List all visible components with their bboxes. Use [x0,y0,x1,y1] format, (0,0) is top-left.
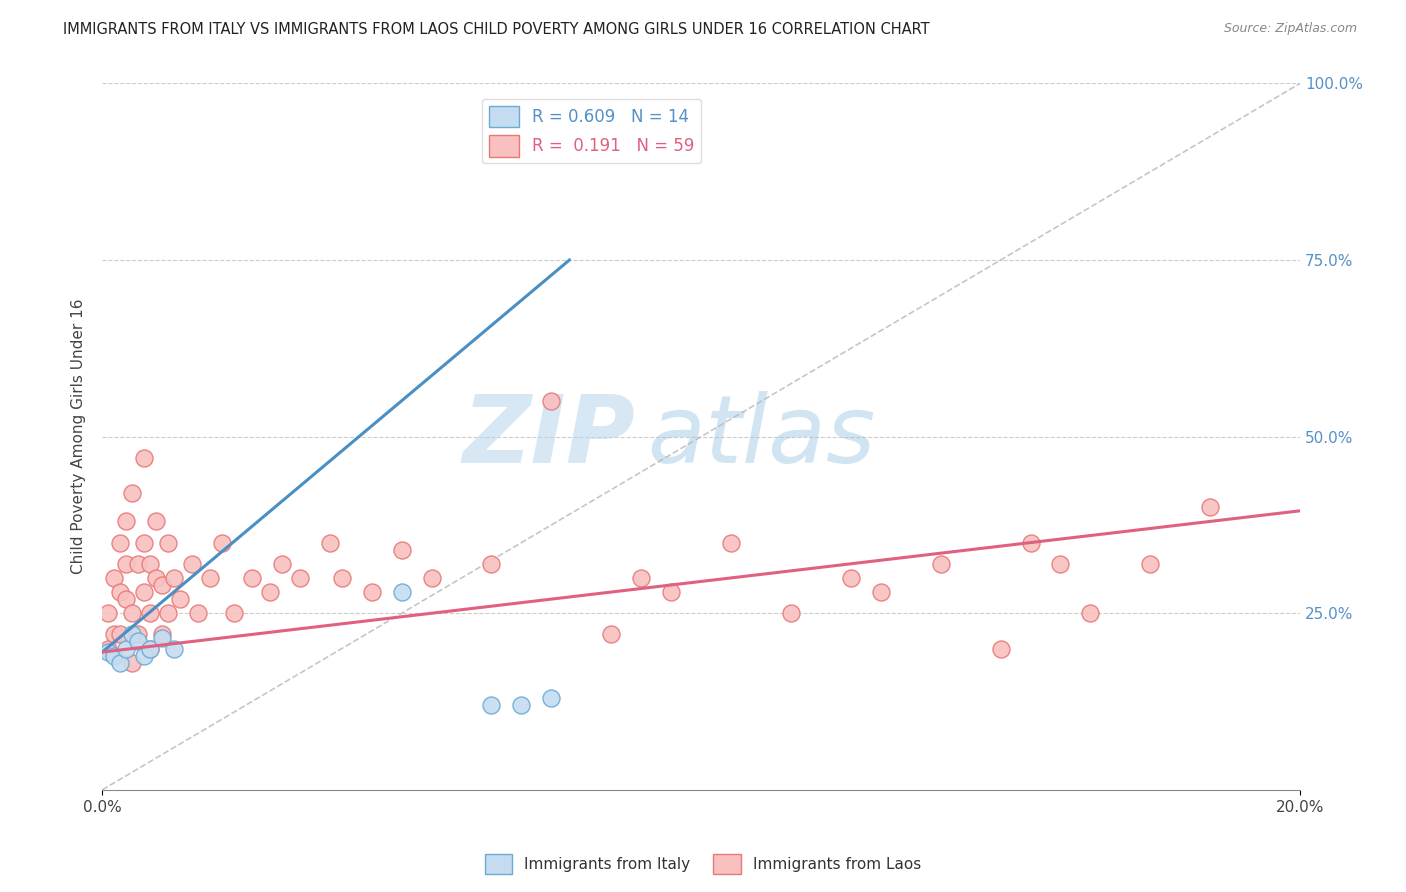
Point [121,627,143,641]
Point [145,515,167,529]
Point [600,627,623,641]
Point [869,585,891,599]
Point [240,571,263,585]
Point [1199,500,1222,515]
Point [108,535,131,549]
Point [108,656,131,670]
Point [391,585,413,599]
Point [121,606,143,620]
Point [198,571,221,585]
Point [510,698,533,712]
Point [108,585,131,599]
Point [163,641,186,656]
Point [134,535,156,549]
Point [222,606,245,620]
Point [481,557,503,571]
Point [97,606,120,620]
Point [169,592,191,607]
Text: IMMIGRANTS FROM ITALY VS IMMIGRANTS FROM LAOS CHILD POVERTY AMONG GIRLS UNDER 16: IMMIGRANTS FROM ITALY VS IMMIGRANTS FROM… [63,22,929,37]
Point [139,641,162,656]
Legend: Immigrants from Italy, Immigrants from Laos: Immigrants from Italy, Immigrants from L… [478,848,928,880]
Point [134,450,156,465]
Point [115,557,138,571]
Y-axis label: Child Poverty Among Girls Under 16: Child Poverty Among Girls Under 16 [72,299,86,574]
Point [1080,606,1102,620]
Legend: R = 0.609   N = 14, R =  0.191   N = 59: R = 0.609 N = 14, R = 0.191 N = 59 [482,99,702,163]
Point [150,631,173,645]
Point [181,557,204,571]
Point [1019,535,1042,549]
Point [103,571,125,585]
Point [97,645,120,659]
Point [720,535,742,549]
Point [270,557,292,571]
Point [259,585,281,599]
Point [150,627,173,641]
Point [108,627,131,641]
Point [127,634,149,648]
Point [115,515,138,529]
Text: ZIP: ZIP [463,391,636,483]
Point [103,627,125,641]
Point [163,571,186,585]
Point [780,606,803,620]
Point [360,585,382,599]
Point [659,585,682,599]
Point [157,606,180,620]
Text: atlas: atlas [647,391,876,483]
Point [990,641,1012,656]
Point [134,585,156,599]
Point [103,648,125,663]
Point [127,557,149,571]
Point [1139,557,1161,571]
Point [481,698,503,712]
Point [319,535,342,549]
Point [115,592,138,607]
Point [139,557,162,571]
Point [288,571,311,585]
Point [157,535,180,549]
Point [330,571,353,585]
Text: Source: ZipAtlas.com: Source: ZipAtlas.com [1223,22,1357,36]
Point [97,641,120,656]
Point [134,648,156,663]
Point [121,656,143,670]
Point [127,627,149,641]
Point [540,394,562,409]
Point [121,486,143,500]
Point [630,571,652,585]
Point [839,571,862,585]
Point [145,571,167,585]
Point [150,578,173,592]
Point [139,641,162,656]
Point [540,691,562,706]
Point [391,542,413,557]
Point [211,535,233,549]
Point [139,606,162,620]
Point [187,606,209,620]
Point [420,571,443,585]
Point [929,557,952,571]
Point [115,641,138,656]
Point [1049,557,1071,571]
